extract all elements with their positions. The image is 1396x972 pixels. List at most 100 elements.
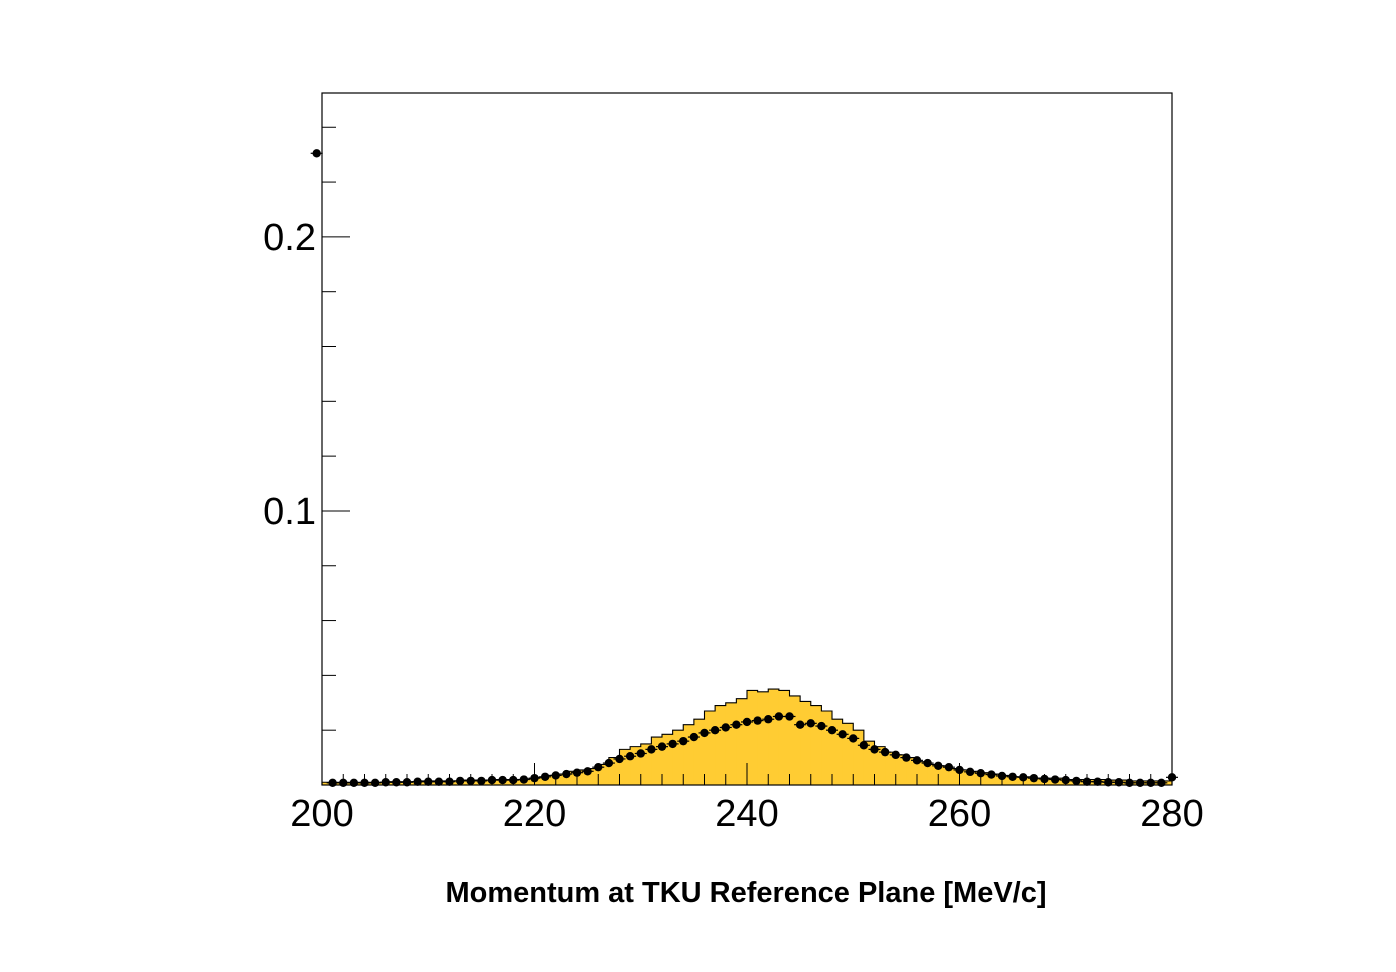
data-point	[859, 741, 869, 750]
histogram-bin	[672, 730, 684, 785]
data-point	[572, 768, 582, 777]
histogram-bin	[874, 746, 886, 785]
histogram-bin	[662, 734, 674, 785]
histogram-bin	[1023, 776, 1035, 785]
data-point	[615, 754, 624, 764]
histogram-bin	[683, 724, 695, 785]
histogram-bin	[470, 780, 482, 785]
data-point	[721, 723, 730, 732]
histogram-bin	[545, 775, 557, 785]
x-tick-label: 240	[715, 793, 778, 835]
histogram-bin	[842, 723, 854, 785]
x-tick-label: 200	[290, 793, 353, 835]
data-point	[827, 725, 837, 735]
data-point	[1157, 778, 1166, 788]
histogram-bin	[821, 711, 833, 785]
y-tick-label: 0.1	[263, 491, 316, 533]
data-point	[1093, 777, 1102, 786]
histogram-bin	[1012, 776, 1024, 785]
data-point	[477, 776, 486, 786]
y-axis-ticks: 0.1 0.2	[263, 126, 350, 731]
data-point	[583, 767, 592, 776]
histogram-bin	[577, 769, 589, 785]
data-point	[1029, 773, 1039, 783]
histogram-bin	[555, 774, 567, 785]
histogram-bin	[715, 705, 727, 785]
data-point	[636, 749, 645, 758]
data-point	[987, 770, 996, 779]
data-point	[902, 753, 911, 762]
data-point	[519, 775, 529, 784]
histogram-bin	[736, 698, 748, 785]
histogram-bin	[1044, 778, 1056, 785]
data-point	[849, 734, 858, 743]
data-point	[774, 712, 784, 721]
data-point	[312, 149, 321, 158]
data-point	[923, 758, 932, 768]
data-point	[764, 715, 773, 724]
histogram-bin	[917, 761, 929, 785]
x-axis-title: Momentum at TKU Reference Plane [MeV/c]	[445, 877, 1046, 909]
data-point	[604, 758, 614, 768]
data-point	[647, 745, 656, 754]
histogram-bin	[651, 737, 663, 785]
data-point	[880, 747, 890, 757]
histogram-bin	[757, 691, 769, 785]
histogram-bin	[693, 719, 705, 785]
x-axis-ticks: 200 220 240 260 280	[290, 763, 1204, 835]
data-point	[817, 721, 826, 731]
data-point	[870, 745, 879, 754]
data-point	[912, 756, 922, 765]
histogram-bin	[959, 769, 971, 785]
data-point	[434, 777, 444, 786]
histogram-bin	[587, 768, 599, 785]
data-point	[700, 728, 709, 738]
histogram-bin	[778, 690, 790, 785]
histogram-bin	[322, 782, 334, 785]
histogram-bin	[800, 701, 812, 785]
histogram-bin	[396, 781, 408, 785]
histogram-bin	[1002, 775, 1014, 785]
x-tick-label: 280	[1140, 793, 1203, 835]
histogram-bin	[948, 768, 960, 785]
data-point	[392, 778, 401, 787]
data-point	[668, 739, 677, 749]
histogram-bin	[566, 771, 578, 785]
data-point	[349, 778, 359, 788]
data-point	[710, 725, 720, 735]
data-point	[838, 730, 847, 739]
histogram-bin	[364, 782, 376, 785]
histogram-bin	[863, 741, 875, 785]
data-point	[1008, 772, 1017, 781]
data-point	[1135, 778, 1145, 788]
histogram-bin	[768, 689, 780, 785]
histogram-bin	[991, 774, 1003, 785]
x-tick-label: 220	[503, 793, 566, 835]
histogram-bin	[534, 777, 546, 785]
histogram-bin	[640, 743, 652, 785]
histogram-bin	[523, 778, 535, 785]
data-point	[328, 778, 337, 788]
histogram-bin	[980, 772, 992, 785]
histogram-bin	[375, 782, 387, 785]
histogram-bin	[895, 754, 907, 785]
data-point	[625, 752, 635, 761]
data-point	[976, 769, 985, 778]
data-markers	[310, 149, 1178, 788]
data-point	[934, 761, 943, 771]
histogram-bin	[704, 711, 716, 785]
data-point	[1114, 778, 1124, 787]
histogram-bin	[885, 752, 897, 785]
histogram-bin	[810, 705, 822, 785]
data-point	[944, 762, 954, 772]
histogram-bin	[1033, 778, 1045, 785]
data-point	[1050, 775, 1060, 784]
data-point	[455, 776, 465, 786]
plot-frame	[321, 92, 1173, 786]
data-point	[594, 762, 603, 772]
histogram-bin	[343, 782, 355, 785]
histogram-bin	[332, 782, 344, 785]
histogram-bin	[417, 780, 429, 785]
histogram-bin	[502, 779, 514, 785]
